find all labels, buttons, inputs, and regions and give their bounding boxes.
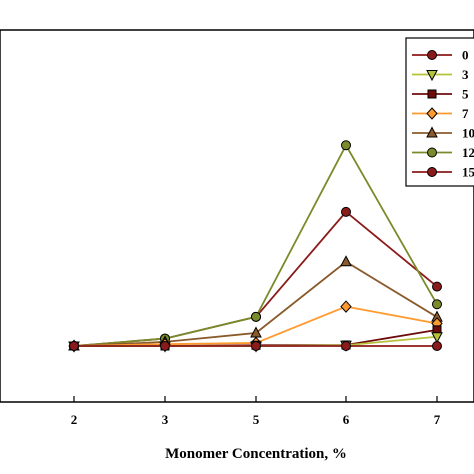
point-15-7 [432,281,442,292]
legend-entry-5: 5 [412,87,469,102]
x-tick-label-2: 2 [71,412,78,427]
x-tick-label-6: 6 [343,412,350,427]
legend-marker-12 [427,147,437,158]
point-0-3 [160,341,170,351]
series-line-15 [73,210,438,347]
point-0-2 [69,341,79,351]
legend-label-5: 5 [462,87,469,102]
legend-marker-10 [426,126,438,138]
legend-entry-7: 7 [412,106,469,121]
series-12 [69,140,442,351]
point-12-7 [432,299,442,310]
x-axis-title: Monomer Concentration, % [165,446,347,462]
legend-label-15: 15 [462,165,474,180]
point-7-6 [340,300,352,313]
point-0-7 [432,341,442,351]
point-10-6 [340,255,352,267]
point-12-6 [341,140,351,151]
series-10 [68,255,443,351]
legend-box [405,37,474,187]
point-3-7 [431,332,443,344]
legend-label-7: 7 [462,106,469,121]
legend-marker-3 [426,70,438,82]
x-tick-label-3: 3 [162,412,169,427]
legend-label-3: 3 [462,67,469,82]
legend-label-0: 0 [462,48,469,63]
point-12-5 [251,311,261,322]
legend-marker-5 [427,89,437,99]
plot-frame [0,29,474,403]
x-tick-label-5: 5 [253,412,260,427]
legend-entry-15: 15 [412,165,474,180]
legend-entry-12: 12 [412,145,474,160]
legend-marker-15 [427,167,437,177]
point-10-5 [250,326,262,338]
legend-marker-7 [426,107,438,120]
legend-label-12: 12 [462,145,474,160]
point-0-6 [341,341,351,351]
legend: 0 3 5 7 10 12 15 [405,37,474,187]
legend-entry-10: 10 [412,126,474,141]
legend-entry-0: 0 [412,48,469,63]
x-tick-label-7: 7 [434,412,441,427]
series-layer [68,140,443,353]
legend-entry-3: 3 [412,67,469,82]
x-axis-ticks: 2 3 5 6 7 [71,396,441,427]
point-15-6 [341,206,351,217]
legend-marker-0 [427,50,437,60]
legend-label-10: 10 [462,126,474,141]
series-0 [69,341,442,351]
point-0-5 [251,341,261,351]
